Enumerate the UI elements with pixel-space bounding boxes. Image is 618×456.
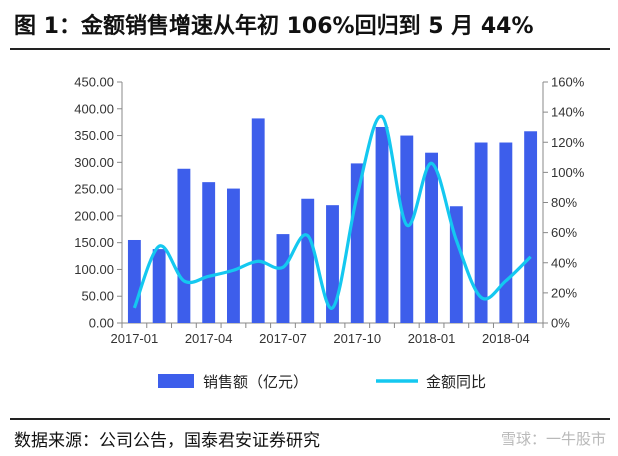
- bar: [227, 188, 240, 323]
- y-left-tick-label: 300.00: [74, 155, 114, 170]
- watermark: 雪球：一牛股市: [500, 430, 606, 448]
- source-note: 数据来源：公司公告，国泰君安证券研究: [14, 431, 320, 451]
- bar: [127, 239, 141, 323]
- bar: [499, 142, 513, 323]
- x-tick-label: 2017-10: [333, 331, 381, 346]
- legend-bar-label: 销售额（亿元）: [203, 373, 308, 391]
- x-tick-label: 2017-07: [259, 331, 307, 346]
- legend: 销售额（亿元） 金额同比: [158, 373, 486, 391]
- y-right-tick-label: 160%: [551, 75, 585, 90]
- line-series: [132, 115, 532, 310]
- bar: [474, 142, 488, 323]
- y-left-tick-label: 400.00: [74, 101, 114, 116]
- x-tick-label: 2017-01: [111, 331, 159, 346]
- line-path: [132, 115, 532, 310]
- x-tick-label: 2018-01: [408, 331, 456, 346]
- y-left-tick-label: 250.00: [74, 182, 114, 197]
- bar: [524, 131, 538, 323]
- bar: [400, 135, 414, 323]
- y-right-tick-label: 60%: [551, 225, 577, 240]
- bar: [375, 126, 389, 323]
- top-divider: [10, 48, 610, 50]
- y-right-tick-label: 40%: [551, 255, 577, 270]
- y-right-tick-label: 100%: [551, 165, 585, 180]
- bar: [425, 152, 438, 323]
- bar: [301, 198, 315, 323]
- y-left-tick-label: 0.00: [89, 316, 114, 331]
- x-tick-label: 2018-04: [482, 331, 530, 346]
- y-left-tick-label: 100.00: [74, 262, 114, 277]
- bar: [152, 249, 166, 323]
- y-axis-left: 0.00 50.00 100.00 150.00 200.00 250.00 300.00 3…: [74, 75, 122, 331]
- bar: [177, 168, 191, 323]
- y-left-tick-label: 200.00: [74, 208, 114, 223]
- x-axis-ticks: 2017-01 2017-04 2017-07 2017-10 2018-01 2018-…: [111, 323, 544, 346]
- y-right-tick-label: 80%: [551, 195, 577, 210]
- bar: [202, 182, 216, 323]
- bar: [251, 118, 265, 323]
- y-right-tick-label: 120%: [551, 135, 585, 150]
- bottom-divider: [10, 418, 610, 420]
- legend-line-label: 金额同比: [426, 373, 486, 391]
- y-left-tick-label: 350.00: [74, 128, 114, 143]
- bar: [276, 234, 290, 323]
- legend-bar-swatch: [158, 374, 194, 388]
- y-axis-right: 0% 20% 40% 60% 80% 100% 120% 140% 160%: [543, 75, 585, 331]
- y-left-tick-label: 150.00: [74, 235, 114, 250]
- y-right-tick-label: 0%: [551, 316, 570, 331]
- chart-title: 图 1：金额销售增速从年初 106%回归到 5 月 44%: [14, 14, 534, 39]
- bar: [326, 205, 339, 323]
- y-right-tick-label: 20%: [551, 285, 577, 300]
- bar: [350, 163, 364, 323]
- y-left-tick-label: 450.00: [74, 75, 114, 90]
- y-left-tick-label: 50.00: [81, 289, 114, 304]
- x-tick-label: 2017-04: [185, 331, 233, 346]
- y-right-tick-label: 140%: [551, 105, 585, 120]
